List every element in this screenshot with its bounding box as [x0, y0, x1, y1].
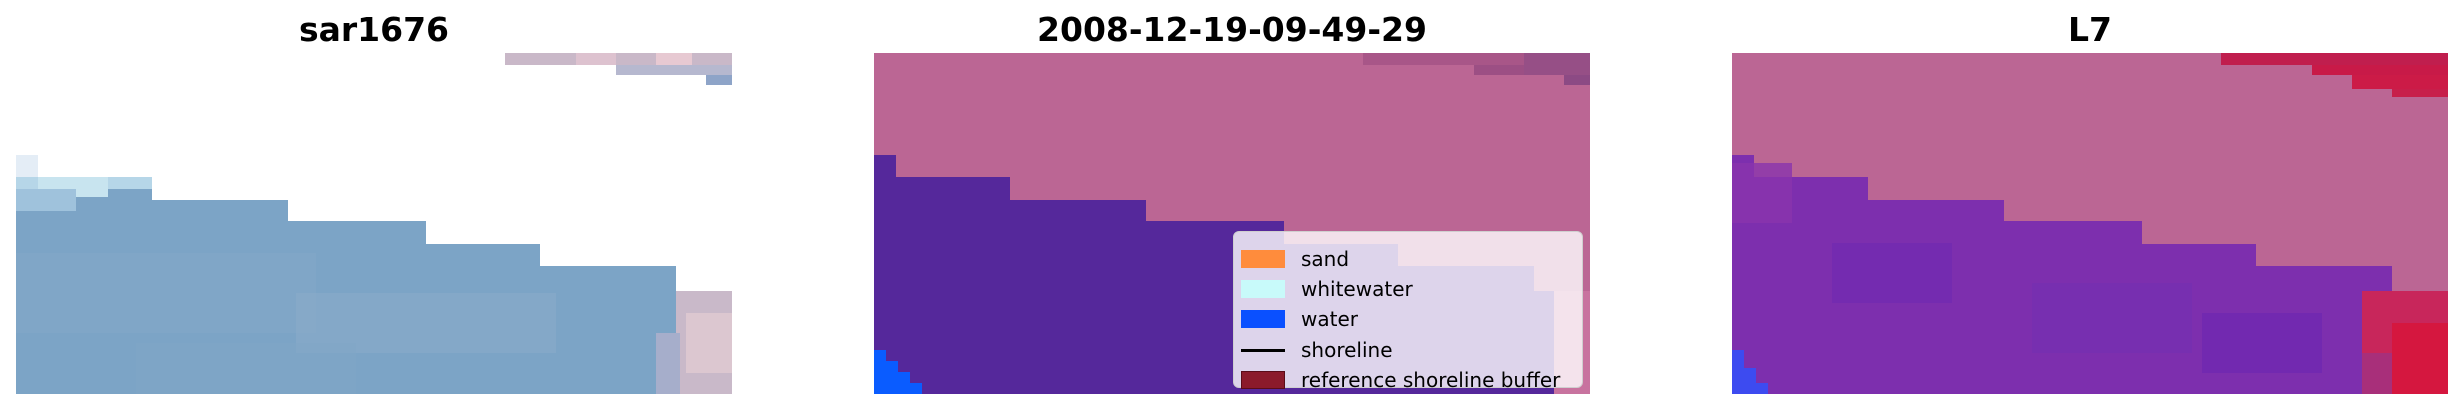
legend-item-whitewater: whitewater — [1241, 275, 1413, 303]
legend-label-shoreline: shoreline — [1301, 338, 1393, 362]
whitewater-swatch — [1241, 280, 1285, 298]
shoreline-line-swatch — [1241, 348, 1285, 352]
legend-label-reference-buffer: reference shoreline buffer — [1301, 368, 1561, 392]
probability-image — [1732, 53, 2448, 394]
reference-buffer-swatch — [1241, 371, 1285, 389]
legend-item-shoreline: shoreline — [1241, 336, 1393, 364]
legend-item-water: water — [1241, 305, 1358, 333]
sand-swatch — [1241, 250, 1285, 268]
legend-item-reference-buffer: reference shoreline buffer — [1241, 366, 1560, 394]
panel-title-sar1676: sar1676 — [298, 10, 450, 49]
legend-item-sand: sand — [1241, 245, 1349, 273]
legend-label-whitewater: whitewater — [1301, 277, 1413, 301]
panel-title-l7: L7 — [2068, 10, 2112, 49]
legend-label-water: water — [1301, 307, 1358, 331]
legend-label-sand: sand — [1301, 247, 1350, 271]
panel-title-timestamp: 2008-12-19-09-49-29 — [1037, 10, 1427, 49]
satellite-image-rgb — [16, 53, 732, 394]
legend: sand whitewater water shoreline referenc… — [1233, 231, 1583, 392]
water-swatch — [1241, 310, 1285, 328]
